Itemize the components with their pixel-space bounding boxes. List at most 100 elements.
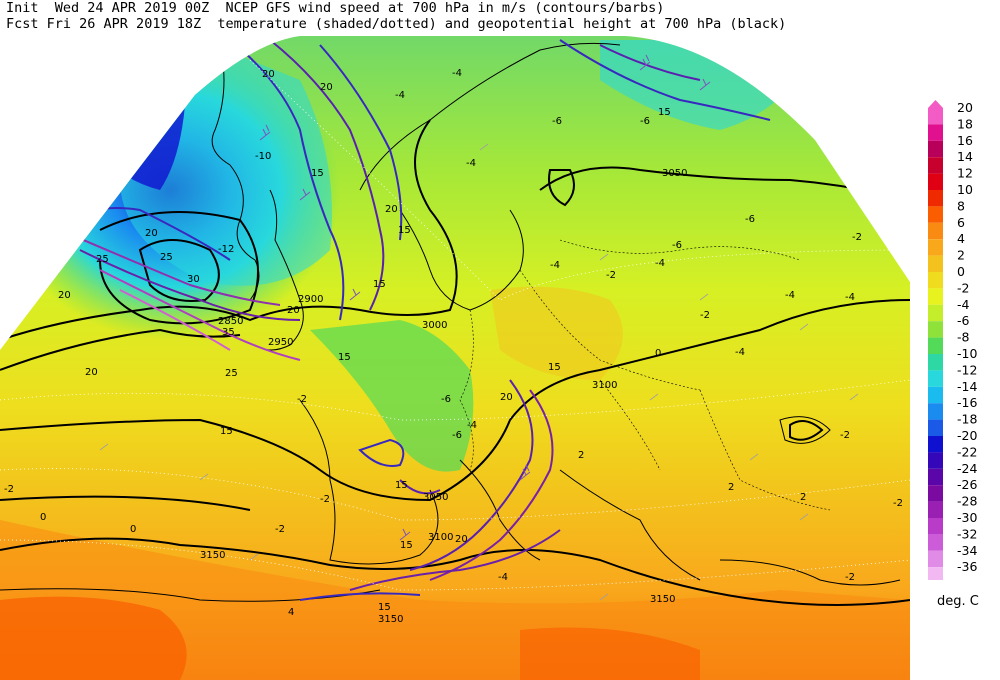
colorbar-box: [928, 124, 943, 141]
height-label: 3100: [428, 532, 453, 543]
temperature-label: -2: [852, 232, 862, 243]
temperature-label: -6: [552, 116, 562, 127]
temperature-label: -4: [655, 258, 665, 269]
wind-label: 25: [225, 368, 238, 379]
colorbar-label: 16: [957, 133, 973, 148]
temperature-label: -4: [550, 260, 560, 271]
temperature-label: -2: [840, 430, 850, 441]
height-label: 2900: [298, 294, 323, 305]
colorbar-label: 6: [957, 215, 965, 230]
temperature-label: -4: [845, 292, 855, 303]
temperature-label: 2: [800, 492, 806, 503]
colorbar-box: [928, 108, 943, 125]
wind-label: 20: [500, 392, 513, 403]
coastlines: [0, 42, 901, 602]
colorbar-label: -26: [957, 477, 977, 492]
colorbar-label: -36: [957, 559, 977, 574]
temperature-label: -2: [606, 270, 616, 281]
fields-description: temperature (shaded/dotted) and geopoten…: [217, 16, 787, 32]
hot-patch-sw: [0, 596, 187, 680]
temperature-label: -6: [745, 214, 755, 225]
colorbar-box: [928, 157, 943, 174]
colorbar-box: [928, 140, 943, 158]
wind-label: 15: [400, 540, 413, 551]
height-label: 3150: [650, 594, 675, 605]
colorbar-label: -4: [957, 297, 970, 312]
colorbar-label: -16: [957, 395, 977, 410]
hot-patch-south: [520, 627, 700, 680]
wind-label: 20: [287, 305, 300, 316]
temperature-label: -4: [735, 347, 745, 358]
colorbar-box: [928, 370, 943, 387]
colorbar-box: [928, 190, 943, 207]
map-labels: 3050 3000 2900 2850 2950 3100 3050 3100 …: [4, 26, 903, 625]
wind-label: 20: [455, 534, 468, 545]
product-description: NCEP GFS wind speed at 700 hPa in m/s (c…: [225, 0, 665, 16]
colorbar-label: -14: [957, 379, 977, 394]
wind-label: 35: [222, 327, 235, 338]
init-time: Wed 24 APR 2019 00Z: [54, 0, 210, 16]
temperature-label: 0: [655, 348, 661, 359]
colorbar-label: 8: [957, 198, 965, 213]
colorbar-labels: 20181614121086420-2-4-6-8-10-12-14-16-18…: [957, 100, 977, 574]
colorbar-label: -28: [957, 494, 977, 509]
colorbar-label: -2: [957, 280, 969, 295]
wind-label: 15: [378, 602, 391, 613]
colorbar-box: [928, 222, 943, 240]
colorbar-box: [928, 567, 943, 580]
warm-patch-central: [490, 286, 623, 380]
colorbar-units: deg. C: [937, 594, 979, 609]
temperature-label: -4: [785, 290, 795, 301]
temperature-label: 4: [288, 607, 294, 618]
colorbar-label: 2: [957, 248, 965, 263]
height-label: 2850: [218, 316, 243, 327]
temperature-label: -4: [498, 572, 508, 583]
wind-label: 15: [398, 225, 411, 236]
height-label: 3000: [422, 320, 447, 331]
colorbar-label: -24: [957, 461, 977, 476]
temperature-label: 0: [130, 524, 136, 535]
header-line-1: Init Wed 24 APR 2019 00Z NCEP GFS wind s…: [6, 0, 664, 17]
wind-label: 25: [96, 254, 109, 265]
colorbar-arrow: [928, 100, 943, 108]
colorbar-box: [928, 321, 943, 338]
wind-label: 20: [385, 204, 398, 215]
colorbar-label: -8: [957, 330, 970, 345]
wind-label: 20: [655, 26, 668, 37]
colorbar-box: [928, 272, 943, 289]
wind-label: 30: [187, 274, 200, 285]
forecast-label: Fcst: [6, 16, 39, 32]
colorbar-box: [928, 304, 943, 322]
colorbar-box: [928, 288, 943, 305]
map-area: 3050 3000 2900 2850 2950 3100 3050 3100 …: [0, 26, 910, 680]
colorbar-box: [928, 239, 943, 256]
isotherms: [0, 59, 910, 591]
wind-label: 15: [373, 279, 386, 290]
temperature-labels: -4 -4 -4 -6 -6 -6 -10 -12 -2 -4 -6 -4 -2…: [4, 68, 903, 618]
colorbar-label: -22: [957, 444, 977, 459]
temperature-label: -2: [845, 572, 855, 583]
temperature-label: -6: [441, 394, 451, 405]
temperature-label: -2: [275, 524, 285, 535]
init-label: Init: [6, 0, 39, 16]
wind-label: 20: [145, 228, 158, 239]
temperature-label: -12: [218, 244, 234, 255]
colorbar-box: [928, 354, 943, 371]
wind-label: 15: [220, 426, 233, 437]
colorbar-box: [928, 436, 943, 453]
country-borders: [459, 239, 831, 511]
colorbar-label: -30: [957, 510, 977, 525]
colorbar-label: -18: [957, 412, 977, 427]
colorbar-box: [928, 485, 943, 502]
height-label: 3100: [592, 380, 617, 391]
wind-barbs: [29, 54, 711, 541]
temperature-label: -10: [255, 151, 271, 162]
colorbar-box: [928, 468, 943, 486]
colorbar-label: 0: [957, 264, 965, 279]
height-contours: [0, 119, 910, 606]
colorbar-label: 12: [957, 166, 973, 181]
temperature-label: -2: [320, 494, 330, 505]
colorbar-label: 14: [957, 149, 973, 164]
colorbar-label: 10: [957, 182, 973, 197]
